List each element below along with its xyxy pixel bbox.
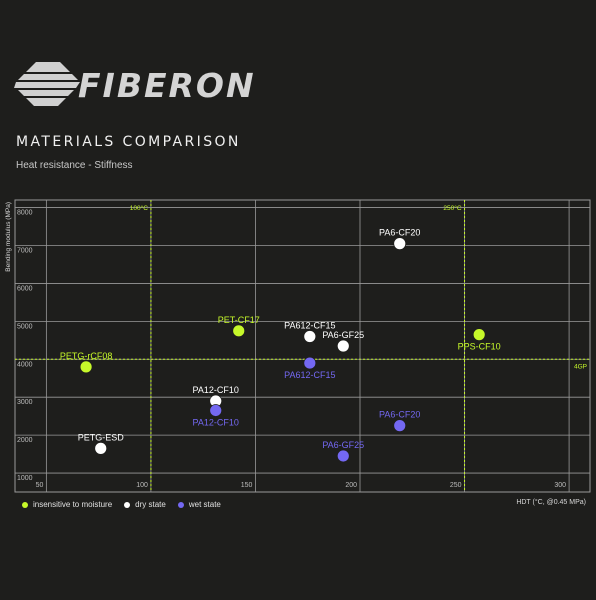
x-axis-label: HDT (°C, @0.45 MPa) (516, 498, 586, 506)
data-point-label: PET-CF17 (218, 315, 260, 325)
legend-item: wet state (177, 500, 221, 509)
y-axis-label: Bending modulus (MPa) (5, 202, 12, 272)
data-point-label: PA6-GF25 (322, 440, 364, 450)
data-point-label: PA12-CF10 (193, 417, 239, 427)
x-tick-label: 150 (241, 482, 253, 489)
data-point-label: PETG-ESD (78, 432, 125, 442)
data-point (303, 356, 317, 370)
data-point-label: PETG-rCF08 (60, 351, 113, 361)
data-point (303, 330, 317, 343)
page-subtitle: Heat resistance - Stiffness (16, 160, 133, 171)
x-tick-label: 50 (36, 482, 44, 489)
data-point (393, 237, 407, 251)
reference-label: 250°C (443, 204, 461, 212)
legend-label: insensitive to moisture (33, 500, 113, 509)
chart-legend: insensitive to moisture dry state wet stat… (22, 500, 221, 509)
fiberon-logo-icon (14, 62, 80, 106)
data-point-label: PA6-CF20 (379, 228, 420, 238)
legend-item: insensitive to moisture (22, 500, 112, 509)
x-tick-label: 100 (136, 482, 148, 489)
data-point-label: PA6-CF20 (379, 410, 420, 420)
legend-dot-icon (124, 501, 131, 508)
data-point-label: PPS-CF10 (458, 342, 501, 352)
x-tick-label: 300 (554, 482, 566, 489)
x-tick-label: 250 (450, 482, 462, 489)
data-point-label: PA612-CF15 (284, 321, 335, 331)
y-tick-label: 3000 (17, 399, 33, 406)
y-tick-label: 6000 (17, 285, 33, 292)
data-point (336, 339, 350, 353)
legend-dot-icon (22, 501, 28, 508)
data-point (393, 419, 407, 433)
legend-item: dry state (124, 500, 166, 509)
data-point-label: PA6-GF25 (322, 330, 364, 340)
data-point (232, 324, 246, 338)
plot-frame (14, 199, 591, 493)
legend-label: wet state (188, 500, 221, 509)
brand-name: FIBERON (78, 66, 256, 105)
reference-label: 4GP (574, 363, 587, 370)
y-tick-label: 7000 (17, 248, 33, 255)
reference-label: 100°C (130, 204, 148, 212)
data-point (79, 360, 93, 374)
y-tick-label: 8000 (17, 210, 33, 217)
y-tick-label: 5000 (17, 323, 33, 330)
data-point (336, 449, 350, 463)
data-point (472, 328, 486, 342)
legend-label: dry state (135, 500, 166, 509)
data-point (94, 441, 108, 455)
data-point-label: PA12-CF10 (193, 385, 239, 395)
data-point-label: PA612-CF15 (284, 370, 335, 380)
y-tick-label: 4000 (17, 361, 33, 368)
y-tick-label: 1000 (17, 475, 33, 482)
page-title: MATERIALS COMPARISON (16, 134, 241, 150)
x-tick-label: 200 (345, 482, 357, 489)
y-tick-label: 2000 (17, 437, 33, 444)
legend-dot-icon (177, 501, 184, 508)
data-point (209, 404, 223, 417)
